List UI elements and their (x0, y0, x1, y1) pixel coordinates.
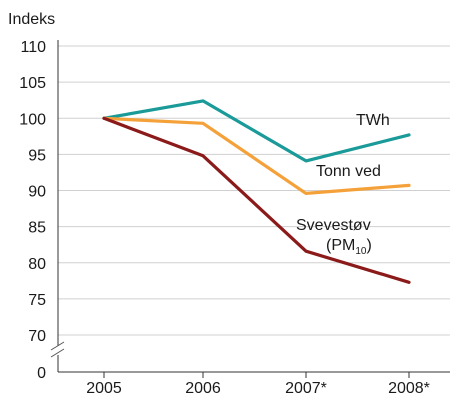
gridlines (58, 45, 450, 336)
x-tick-labels: 2005 2006 2007* 2008* (86, 380, 430, 397)
axis-break-mark-bottom (50, 348, 65, 358)
y-tick-label-75: 75 (28, 292, 46, 309)
pm-prefix: (PM (326, 237, 355, 254)
y-tick-label-105: 105 (19, 75, 46, 92)
y-tick-label-100: 100 (19, 111, 46, 128)
y-tick-labels: 110 105 100 95 90 85 80 75 70 0 (19, 39, 46, 382)
pm-close: ) (366, 237, 371, 254)
series-label-twh: TWh (356, 112, 390, 129)
series-label-pm10: (PM10) (326, 237, 372, 257)
x-tick-label-3: 2008* (388, 380, 430, 397)
y-tick-label-95: 95 (28, 147, 46, 164)
x-tick-label-1: 2006 (185, 380, 221, 397)
series-line-tonn-ved (102, 116, 411, 195)
x-tick-label-0: 2005 (86, 380, 122, 397)
axis-break-gap (52, 346, 64, 355)
x-tick-label-2: 2007* (285, 380, 327, 397)
pm-subscript: 10 (355, 246, 367, 257)
series-line-twh (102, 99, 411, 163)
y-tick-label-70: 70 (28, 328, 46, 345)
y-tick-label-0: 0 (37, 365, 46, 382)
axes (50, 40, 450, 378)
axis-break-mark-top (50, 341, 65, 351)
y-tick-label-85: 85 (28, 220, 46, 237)
series-lines (102, 99, 411, 284)
y-tick-label-80: 80 (28, 256, 46, 273)
y-tick-label-90: 90 (28, 184, 46, 201)
series-line-svevestov (102, 116, 411, 284)
series-label-svevestov: Svevestøv (296, 217, 371, 234)
y-axis-title: Indeks (8, 11, 55, 28)
series-label-tonn-ved: Tonn ved (316, 163, 381, 180)
y-tick-label-110: 110 (20, 39, 46, 56)
